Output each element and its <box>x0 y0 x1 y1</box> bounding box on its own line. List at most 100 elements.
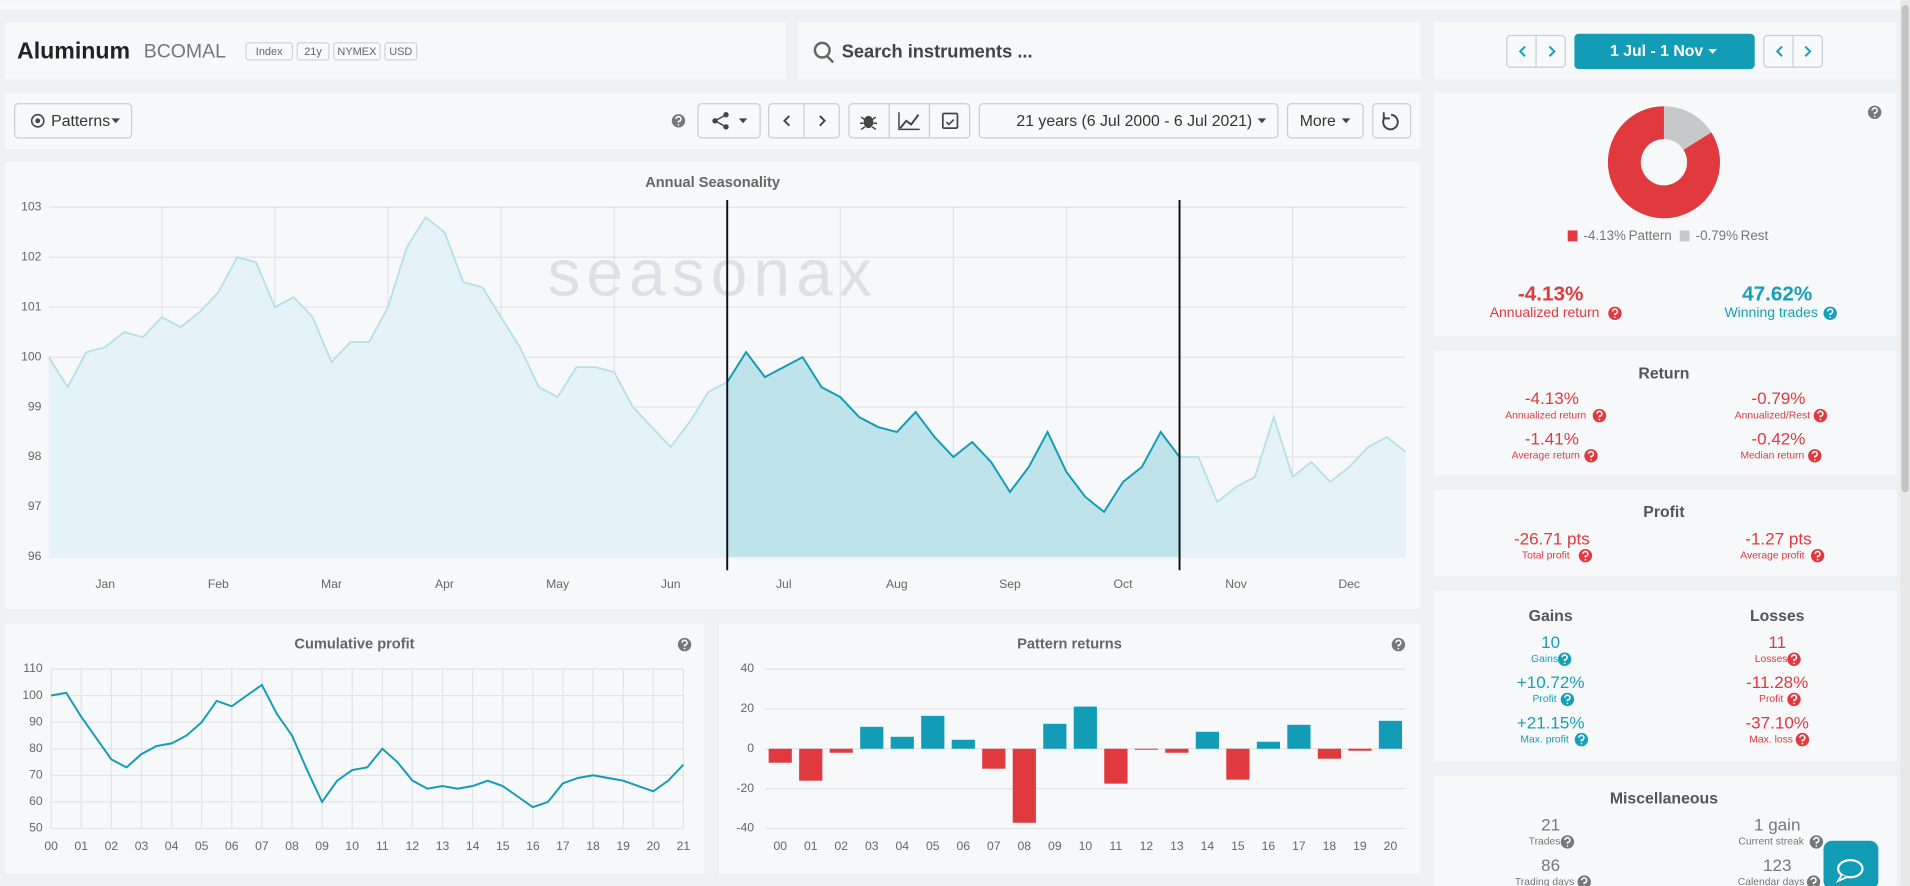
stat-label: Annualized return <box>1505 410 1586 421</box>
search-panel[interactable] <box>797 22 1421 80</box>
bar <box>1317 748 1342 759</box>
range-label: 21 years (6 Jul 2000 - 6 Jul 2021) <box>1016 113 1252 130</box>
stat-label: Annualized return <box>1490 304 1600 320</box>
x-tick-label: 05 <box>926 839 940 853</box>
watermark: seasonax <box>547 235 877 309</box>
stat-value: +10.72% <box>1517 673 1585 692</box>
help-icon <box>1793 662 1795 665</box>
help-icon <box>1582 550 1589 558</box>
chat-button[interactable] <box>1823 840 1879 886</box>
help-icon <box>1580 877 1588 884</box>
target-icon <box>30 113 45 128</box>
stat-label: Profit <box>1759 694 1783 705</box>
help-icon <box>1810 877 1817 884</box>
calendar-icon <box>945 119 955 126</box>
gains-losses-panel <box>1433 591 1897 762</box>
x-tick-label: Nov <box>1225 577 1248 591</box>
search-icon <box>826 55 835 64</box>
stat-label: Median return <box>1740 451 1804 462</box>
help-icon <box>1578 734 1585 742</box>
search-placeholder[interactable]: Search instruments ... <box>842 40 1033 61</box>
tag-label: USD <box>389 46 412 58</box>
x-tick-label: Jun <box>661 577 681 591</box>
x-tick-label: 00 <box>773 839 787 853</box>
x-tick-label: 11 <box>1110 839 1123 853</box>
tag-badge <box>333 42 381 61</box>
help-icon <box>1395 639 1402 647</box>
help-icon <box>683 647 686 650</box>
help-icon <box>1829 316 1832 319</box>
y-tick-label: 102 <box>21 249 42 263</box>
stat-label: Current streak <box>1738 837 1804 848</box>
x-tick-label: 14 <box>1201 839 1215 853</box>
y-tick-label: 99 <box>28 399 42 413</box>
tag-label: Index <box>256 46 283 58</box>
stat-label: Trading days <box>1515 877 1574 886</box>
reset-icon <box>1382 112 1390 120</box>
y-tick-label: 50 <box>29 821 43 835</box>
bar <box>1348 748 1372 751</box>
x-tick-label: 09 <box>1048 839 1062 853</box>
tag-label: 21y <box>304 46 322 58</box>
bar <box>1226 748 1250 780</box>
help-icon <box>1397 647 1400 650</box>
range-button[interactable] <box>978 103 1279 139</box>
y-tick-label: 96 <box>28 549 42 563</box>
x-tick-label: 17 <box>1292 839 1306 853</box>
bar <box>829 748 853 753</box>
help-icon <box>1566 702 1569 705</box>
x-tick-label: 07 <box>987 839 1001 853</box>
more-button[interactable] <box>1286 103 1364 139</box>
stat-value: 11 <box>1768 633 1786 652</box>
section-title: Return <box>1638 365 1689 382</box>
patterns-button[interactable] <box>14 103 133 139</box>
reset-button[interactable] <box>1372 103 1412 139</box>
caret-icon <box>738 118 748 124</box>
help-icon <box>1584 558 1587 561</box>
stat-label: Winning trades <box>1724 304 1817 320</box>
help-icon <box>1806 875 1821 886</box>
x-tick-label: 14 <box>466 839 480 853</box>
help-icon <box>1577 875 1591 886</box>
bar <box>1012 748 1036 823</box>
bar <box>1256 741 1280 749</box>
stat-value: -0.42% <box>1751 429 1805 448</box>
line <box>50 683 685 809</box>
help-icon <box>1564 836 1571 844</box>
bar <box>1043 723 1067 749</box>
stat-label: Profit <box>1532 694 1556 705</box>
scrollbar-thumb[interactable] <box>1901 5 1909 493</box>
stat-value: -4.13% <box>1518 282 1584 305</box>
y-tick-label: 100 <box>21 349 42 363</box>
stat-value: -0.79% <box>1751 389 1805 408</box>
x-tick-label: 04 <box>895 839 909 853</box>
stat-value: -37.10% <box>1745 713 1809 732</box>
profit-panel <box>1433 489 1897 577</box>
help-icon <box>1611 308 1619 316</box>
period-button[interactable] <box>1574 33 1755 70</box>
x-tick-label: 21 <box>677 839 691 853</box>
help-icon <box>1587 450 1595 458</box>
section-title: Profit <box>1643 504 1685 521</box>
stat-value: -1.41% <box>1525 429 1579 448</box>
reset-icon <box>1382 113 1399 131</box>
share-button[interactable] <box>697 103 761 139</box>
tools-button[interactable] <box>848 103 971 139</box>
stat-label: Annualized/Rest <box>1735 410 1810 421</box>
legend-swatch <box>1567 230 1578 242</box>
chart-icon <box>899 114 920 129</box>
y-tick-label: 80 <box>29 741 43 755</box>
help-icon <box>1815 845 1818 847</box>
search-icon <box>813 41 831 59</box>
bug-icon <box>859 116 878 130</box>
x-tick-label: 16 <box>1262 839 1276 853</box>
y-tick-label: 98 <box>28 449 42 463</box>
section-title: Miscellaneous <box>1610 790 1718 807</box>
target-icon <box>35 118 41 124</box>
stat-value: 47.62% <box>1742 282 1812 305</box>
stat-value: 1 gain <box>1754 816 1800 835</box>
bar <box>951 739 975 749</box>
help-icon <box>681 639 688 647</box>
x-tick-label: 04 <box>165 839 179 853</box>
x-tick-label: 16 <box>526 839 540 853</box>
